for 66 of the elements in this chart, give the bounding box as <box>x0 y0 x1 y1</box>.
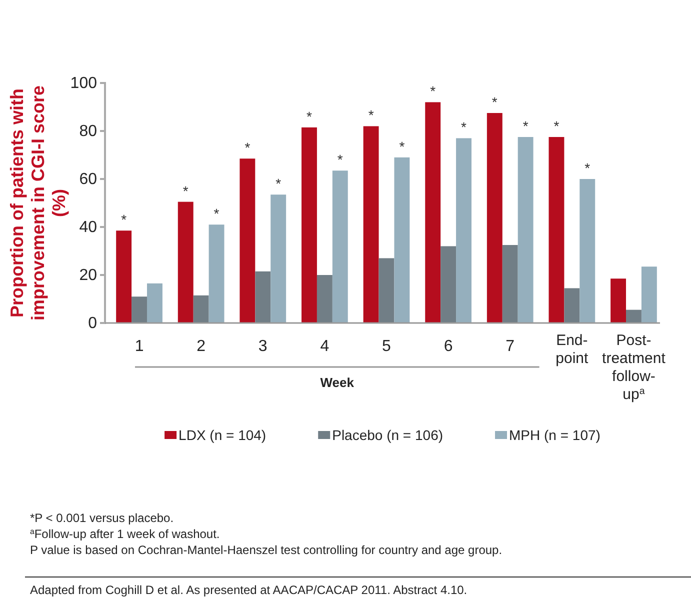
data-label: * <box>554 118 560 134</box>
y-tick-label: 20 <box>79 267 98 284</box>
bar <box>332 170 348 323</box>
data-label: * <box>492 94 498 110</box>
bar <box>425 102 441 323</box>
x-tick-label: 5 <box>382 338 392 355</box>
bar <box>132 296 147 323</box>
data-label: * <box>244 140 251 156</box>
bar <box>178 202 194 323</box>
data-label: * <box>368 107 374 124</box>
y-tick-label: 0 <box>88 315 98 332</box>
data-label: * <box>121 212 128 228</box>
text: P value is based on Cochran-Mantel-Haenszel test controlling for country and age group. <box>30 543 502 557</box>
bar <box>302 127 317 323</box>
bar <box>193 295 209 323</box>
bar <box>240 158 256 323</box>
data-label: * <box>337 152 344 168</box>
x-tick-label: 1 <box>134 338 144 355</box>
bar <box>610 278 626 323</box>
x-axis-title: Week <box>320 375 355 390</box>
bar <box>146 283 162 323</box>
bar <box>564 288 580 323</box>
data-label: * <box>430 83 436 100</box>
y-tick-label: 60 <box>79 171 98 188</box>
legend-label: MPH (n = 107) <box>509 427 600 443</box>
y-tick-label: 100 <box>70 75 98 92</box>
bar <box>486 113 502 323</box>
bar <box>363 126 379 323</box>
legend-label: Placebo (n = 106) <box>332 427 444 443</box>
bar <box>394 157 410 323</box>
x-tick-label: End-point <box>556 332 590 367</box>
x-tick-label: 7 <box>506 338 515 355</box>
x-tick-label: 2 <box>196 338 206 355</box>
bar <box>580 179 596 323</box>
data-label: * <box>461 119 468 136</box>
y-tick-label: 80 <box>79 123 98 140</box>
bar <box>270 194 286 323</box>
data-label: * <box>399 138 406 154</box>
bar <box>456 138 472 323</box>
bar <box>502 245 518 323</box>
text: $^{a}$Follow-up after 1 week of washout. <box>30 526 220 541</box>
x-tick-label: Post-treatment follow-up$^{a}$ <box>602 332 666 403</box>
x-tick-label: 4 <box>320 338 330 355</box>
data-label: * <box>214 206 220 222</box>
bar <box>208 224 224 323</box>
bar <box>116 230 132 323</box>
data-label: * <box>584 160 591 176</box>
bar <box>641 266 657 323</box>
y-tick-label: 40 <box>79 219 98 236</box>
text: *P < 0.001 versus placebo. <box>30 511 174 525</box>
x-tick-label: 3 <box>258 338 268 355</box>
y-axis-title: Proportion of patients with improvement in CGI-I score (%) <box>7 85 69 321</box>
data-label: * <box>306 108 313 124</box>
x-tick-label: 6 <box>444 338 453 355</box>
bar <box>378 258 394 323</box>
data-label: * <box>522 118 529 134</box>
data-label: * <box>182 182 189 199</box>
text: Adapted from Coghill D et al. As presented at AACAP/CACAP 2011. Abstract 4.10. <box>30 583 468 597</box>
bar <box>255 271 271 323</box>
legend-label: LDX (n = 104) <box>178 427 266 443</box>
bar <box>518 137 534 323</box>
bar <box>316 275 332 323</box>
bar <box>548 137 564 323</box>
bar <box>626 310 642 323</box>
bar <box>440 246 456 323</box>
data-label: * <box>276 176 282 192</box>
